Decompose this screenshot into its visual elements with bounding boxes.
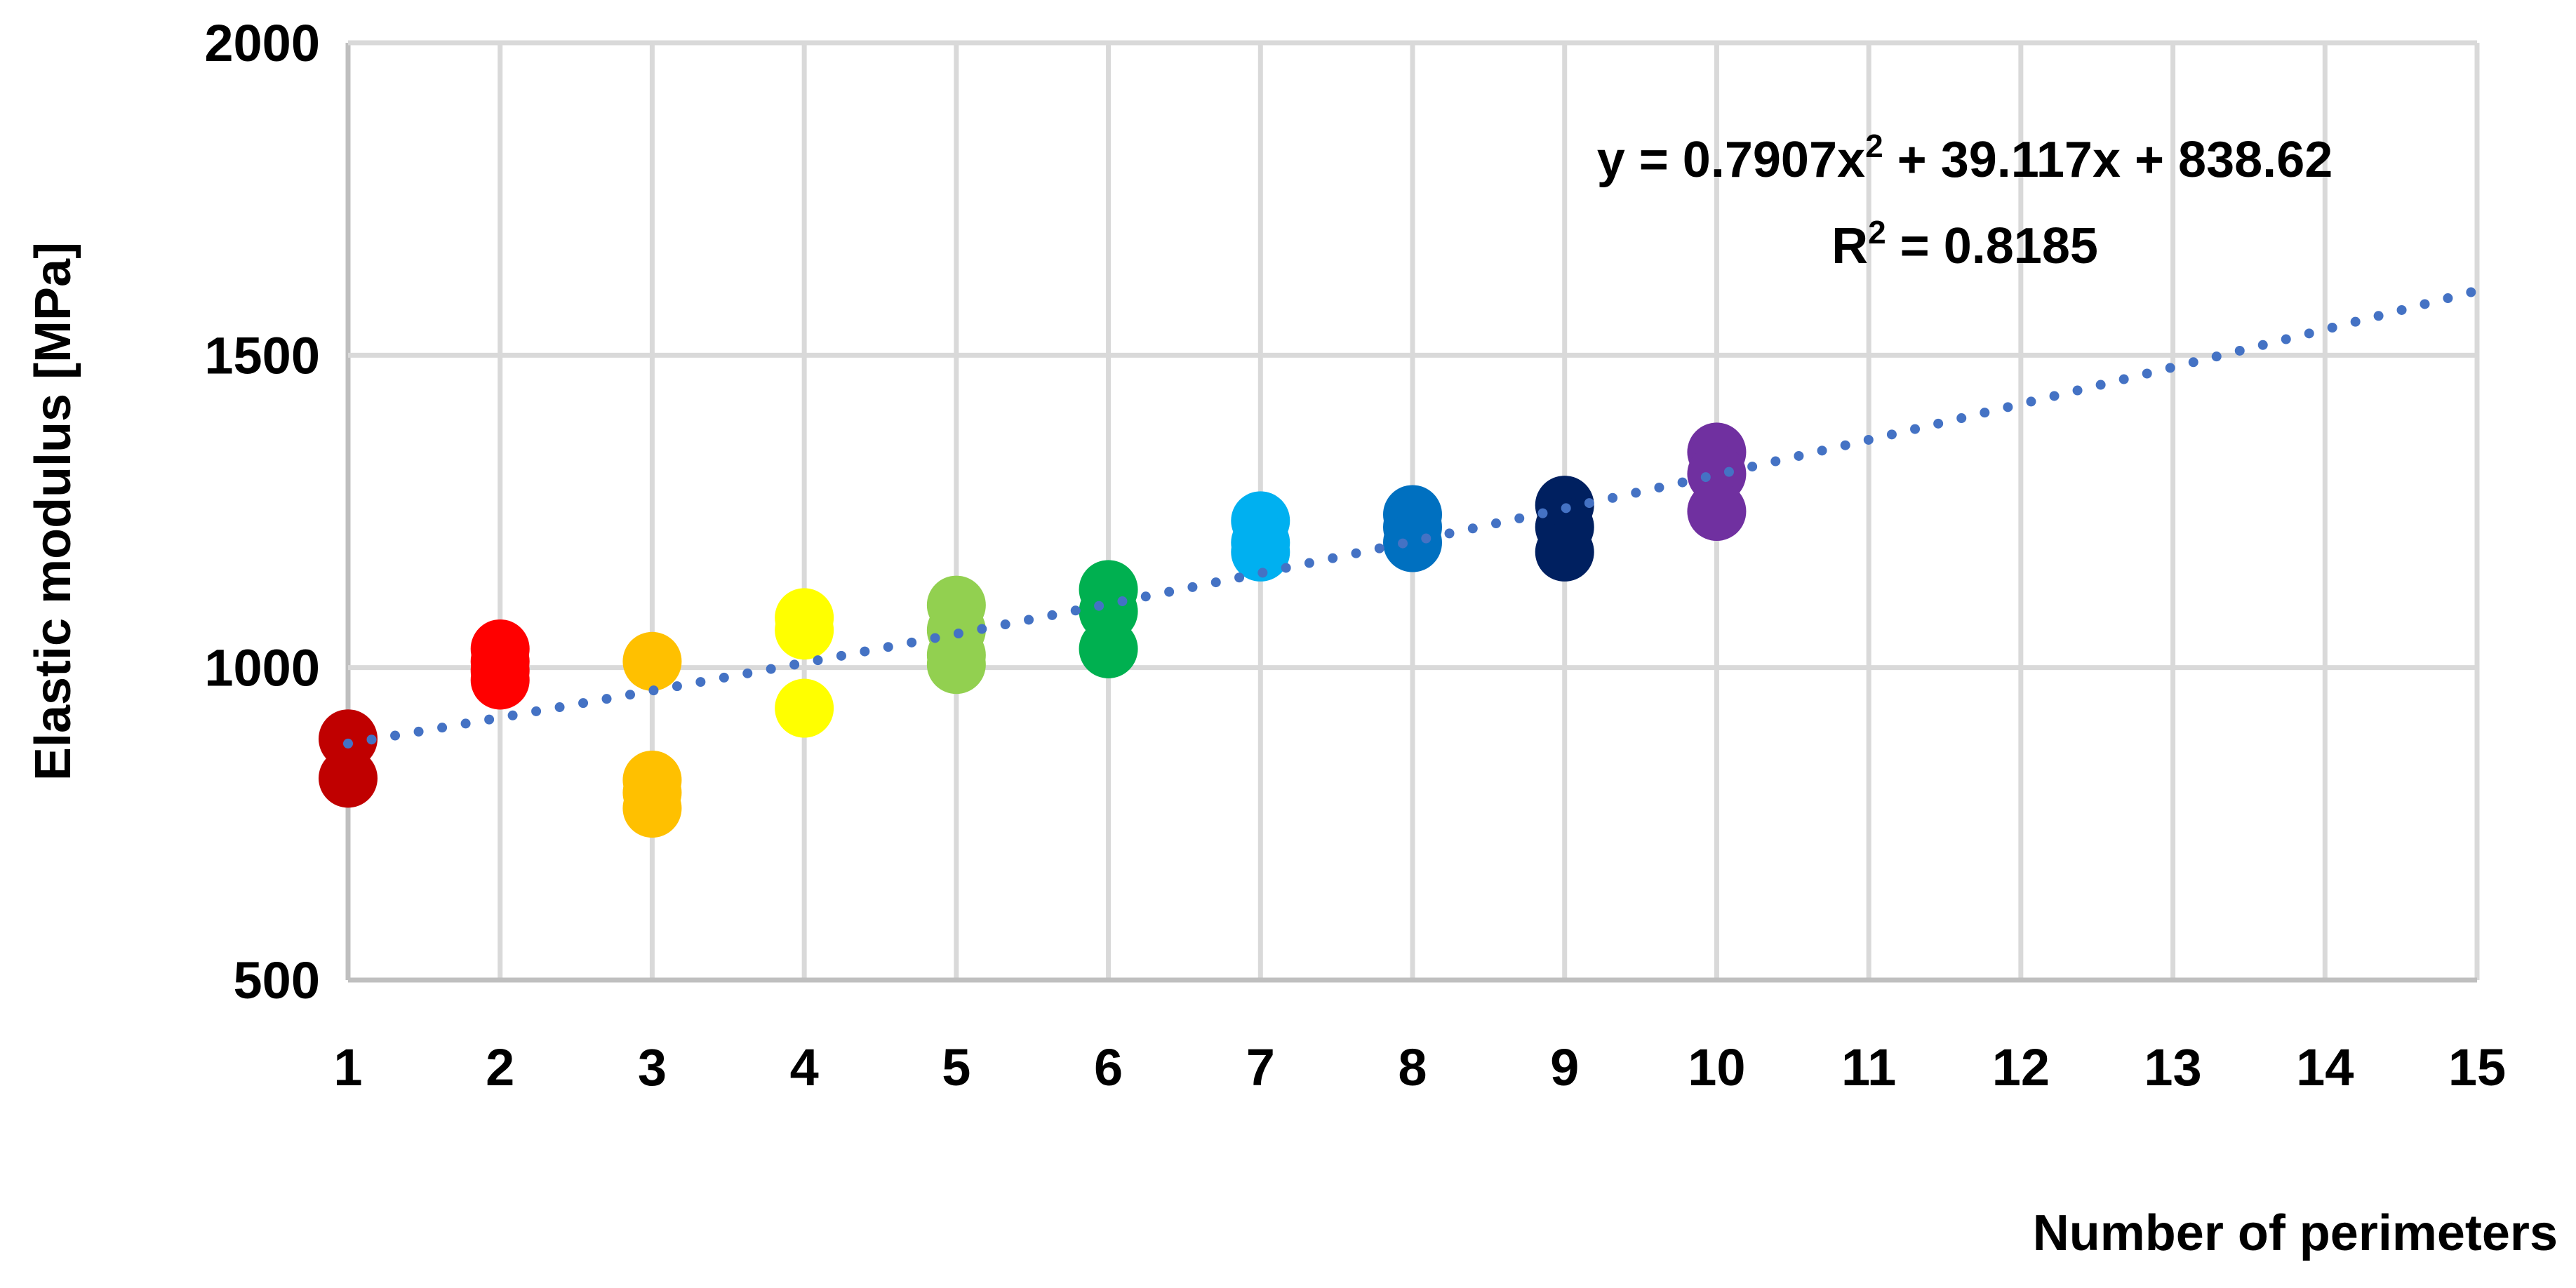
grid (345, 40, 2480, 983)
data-point (1231, 522, 1290, 582)
x-tick-label: 5 (942, 1038, 970, 1096)
data-point (622, 631, 682, 691)
trendline (343, 286, 2482, 749)
data-point (319, 749, 378, 808)
y-tick-label: 1500 (204, 326, 320, 384)
x-tick-label: 12 (1992, 1038, 2050, 1096)
y-tick-label: 500 (234, 951, 320, 1009)
x-axis-label: Number of perimeters (2033, 1205, 2558, 1261)
y-tick-label: 2000 (204, 14, 320, 72)
data-point (926, 635, 986, 695)
x-tick-label: 9 (1550, 1038, 1579, 1096)
data-point (1687, 482, 1747, 541)
data-point (775, 601, 834, 660)
x-tick-label: 7 (1246, 1038, 1275, 1096)
x-tick-label: 15 (2448, 1038, 2506, 1096)
x-tick-label: 1 (333, 1038, 362, 1096)
x-tick-label: 8 (1398, 1038, 1427, 1096)
data-point (470, 650, 530, 710)
trendline-equation: y = 0.7907x2 + 39.117x + 838.62 (1597, 128, 2333, 188)
data-point (1535, 522, 1594, 582)
x-tick-label: 13 (2144, 1038, 2201, 1096)
data-points (319, 422, 1747, 838)
y-tick-label: 1000 (204, 639, 320, 697)
y-axis-label: Elastic modulus [MPa] (25, 242, 81, 781)
data-point (622, 779, 682, 838)
data-point (775, 678, 834, 738)
x-tick-label: 2 (486, 1038, 514, 1096)
trendline-r-squared: R2 = 0.8185 (1831, 214, 2098, 274)
data-point (1079, 619, 1138, 678)
x-tick-label: 11 (1841, 1038, 1896, 1096)
x-tick-label: 4 (790, 1038, 819, 1096)
data-point (1383, 513, 1442, 572)
x-tick-label: 14 (2296, 1038, 2354, 1096)
trendline-path (343, 286, 2482, 749)
x-tick-label: 6 (1094, 1038, 1123, 1096)
x-tick-label: 3 (638, 1038, 667, 1096)
x-tick-label: 10 (1688, 1038, 1745, 1096)
